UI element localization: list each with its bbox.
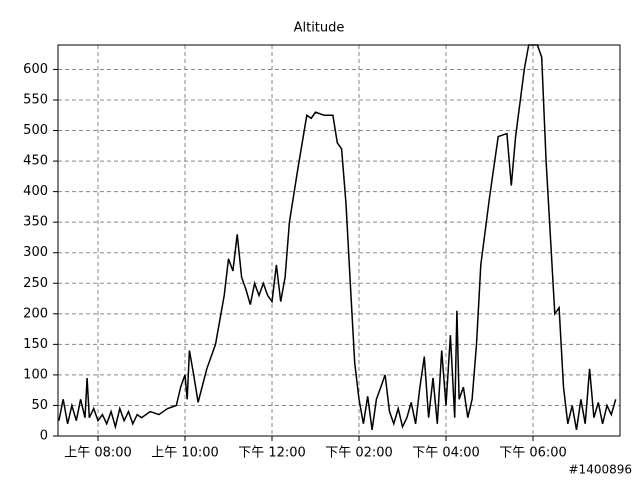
y-tick-label: 50	[31, 398, 48, 413]
y-tick-label: 550	[23, 92, 48, 107]
x-tick-label: 下午 04:00	[412, 446, 480, 461]
y-tick-label: 300	[23, 245, 48, 260]
y-tick-label: 350	[23, 215, 48, 230]
y-tick-label: 400	[23, 184, 48, 199]
plot-frame	[57, 44, 621, 437]
y-tick-label: 200	[23, 306, 48, 321]
y-tick-label: 250	[23, 276, 48, 291]
chart-title: Altitude	[294, 21, 345, 36]
y-tick-label: 150	[23, 337, 48, 352]
x-tick-label: 下午 02:00	[325, 446, 393, 461]
y-tick-label: 100	[23, 367, 48, 382]
altitude-line	[58, 44, 617, 431]
x-tick-label: 上午 08:00	[64, 446, 132, 461]
x-tick-label: 下午 12:00	[238, 446, 306, 461]
x-tick-label: 上午 10:00	[151, 446, 219, 461]
y-tick-label: 450	[23, 154, 48, 169]
y-tick-label: 500	[23, 123, 48, 138]
y-tick-label: 0	[40, 429, 48, 444]
y-tick-label: 600	[23, 62, 48, 77]
x-tick-label: 下午 06:00	[499, 446, 567, 461]
watermark: #1400896	[569, 463, 633, 477]
